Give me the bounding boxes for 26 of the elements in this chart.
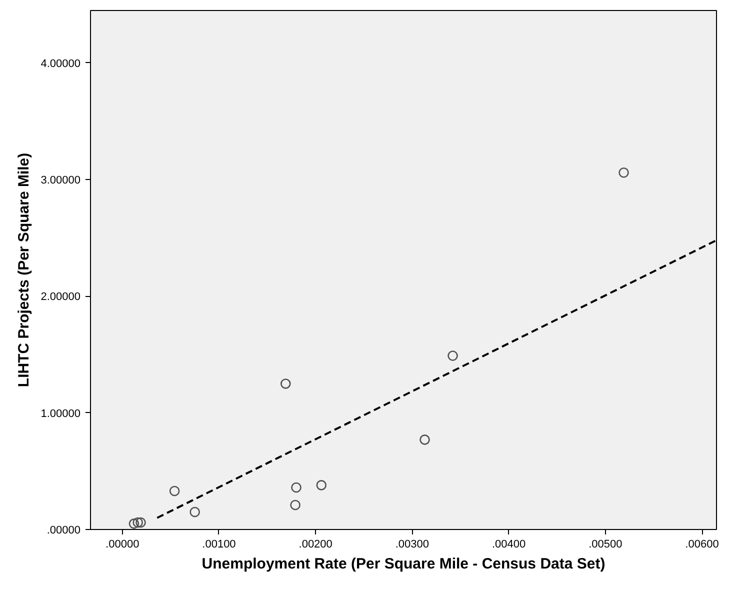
x-axis-title: Unemployment Rate (Per Square Mile - Census Data Set) <box>202 556 606 572</box>
y-tick-label: 4.00000 <box>40 58 81 70</box>
x-tick-label: .00600 <box>685 538 719 550</box>
y-tick-label: 3.00000 <box>40 174 81 187</box>
x-tick-label: .00200 <box>298 538 332 550</box>
y-tick-label: .00000 <box>46 524 81 536</box>
y-axis-title: LIHTC Projects (Per Square Mile) <box>16 152 33 388</box>
x-tick-label: .00000 <box>106 538 140 550</box>
point <box>618 167 629 178</box>
point <box>132 517 143 528</box>
y-tick-label: 1.00000 <box>40 408 81 420</box>
point <box>190 506 200 518</box>
point <box>290 500 300 510</box>
y-tick-label: 2.00000 <box>40 291 81 304</box>
point <box>136 517 146 528</box>
point <box>280 378 291 389</box>
point <box>448 350 458 361</box>
point <box>420 434 430 445</box>
point <box>316 480 327 490</box>
x-tick-label: .00400 <box>492 538 526 550</box>
point <box>128 518 140 529</box>
point <box>169 486 180 496</box>
point <box>291 482 302 493</box>
x-tick-label: .00500 <box>588 538 622 550</box>
x-tick-label: .00300 <box>395 538 430 550</box>
x-tick-label: .00100 <box>202 538 236 550</box>
